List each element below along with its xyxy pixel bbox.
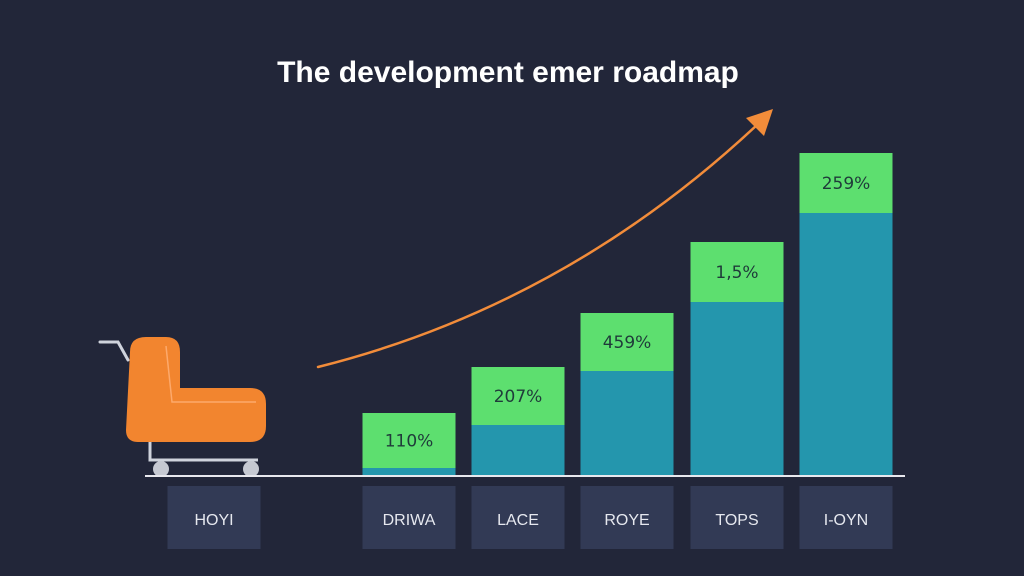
- trend-arrow-icon: [316, 109, 773, 369]
- x-tick-label: ROYE: [604, 512, 649, 529]
- x-tick-label: TOPS: [715, 512, 758, 529]
- shopping-cart-icon: [98, 337, 266, 477]
- category-box: [167, 486, 261, 549]
- bar-top-segment: [799, 153, 893, 213]
- bar-top-segment: [580, 313, 674, 371]
- x-tick-label: LACE: [497, 512, 539, 529]
- x-tick-label: I-OYN: [824, 512, 868, 529]
- bar-base-segment: [799, 213, 893, 475]
- x-tick-label: DRIWA: [383, 512, 436, 529]
- chart-title: The development emer roadmap: [277, 56, 739, 89]
- category-box: [471, 486, 565, 549]
- category-box: [799, 486, 893, 549]
- category-box: [362, 486, 456, 549]
- bar-value-label: 207%: [494, 387, 543, 407]
- bar-base-segment: [362, 468, 456, 475]
- bar-value-label: 110%: [385, 432, 434, 452]
- bar-value-label: 259%: [822, 174, 871, 194]
- bar-top-segment: [362, 413, 456, 468]
- bar-top-segment: [471, 367, 565, 425]
- bar-base-segment: [580, 371, 674, 475]
- bar-base-segment: [690, 302, 784, 475]
- category-box: [580, 486, 674, 549]
- bar-base-segment: [471, 425, 565, 475]
- bar-value-label: 459%: [603, 333, 652, 353]
- x-tick-label: HOYI: [194, 512, 233, 529]
- category-box: [690, 486, 784, 549]
- bar-value-label: 1,5%: [715, 263, 758, 283]
- bar-top-segment: [690, 242, 784, 302]
